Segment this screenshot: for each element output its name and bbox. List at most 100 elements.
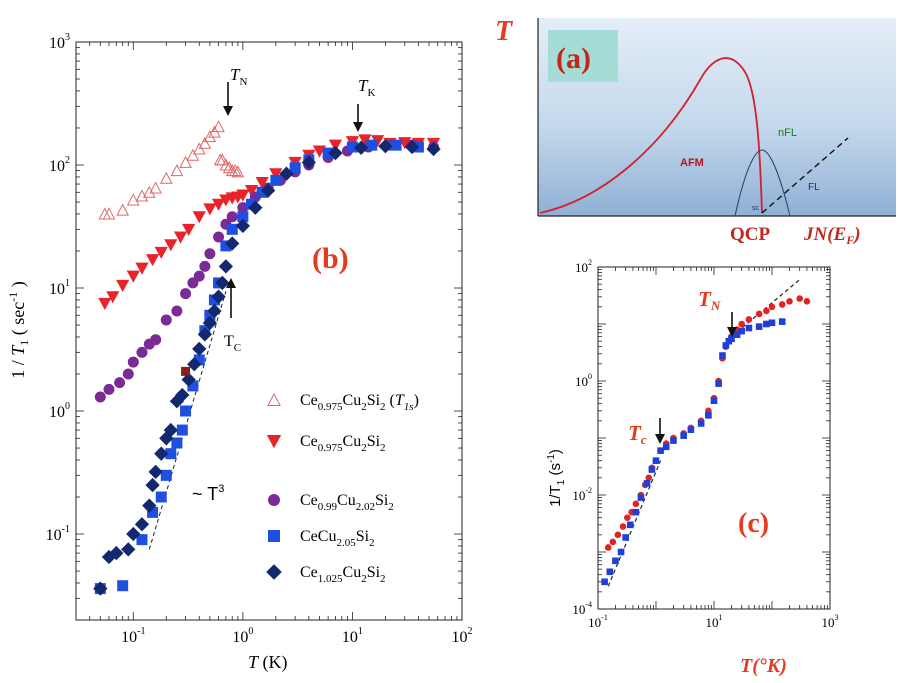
data-point xyxy=(134,517,150,532)
data-point xyxy=(279,166,294,181)
data-point xyxy=(211,198,226,211)
data-point xyxy=(687,426,695,433)
legend-marker xyxy=(268,530,280,542)
data-point xyxy=(213,231,225,243)
power-law-label: ~ T3 xyxy=(192,483,224,504)
panel-b-y-tick-labels: 10-1 100 101 102 103 xyxy=(46,32,70,544)
data-point xyxy=(204,309,216,321)
panel-c-y-tick-label: 100 xyxy=(575,372,592,389)
data-point xyxy=(626,521,634,529)
sc-dome-line xyxy=(734,149,791,217)
panel-c: 10-1 101 103 10-4 10-2 100 102 1/T1 (s-1) T(°… xyxy=(546,258,839,677)
panel-b-y-tick-label: 10-1 xyxy=(46,524,70,544)
panel-c-y-tick-label: 10-4 xyxy=(572,600,592,617)
data-point xyxy=(248,200,263,215)
data-point xyxy=(231,165,245,178)
data-point xyxy=(786,298,793,305)
data-point xyxy=(301,155,316,170)
panel-c-marks xyxy=(601,279,811,587)
data-point xyxy=(212,120,225,133)
series-c-1 xyxy=(601,318,786,586)
data-point xyxy=(236,189,250,202)
data-point xyxy=(187,357,202,372)
data-point xyxy=(160,469,172,481)
sc-region-label: sc xyxy=(752,205,760,212)
tn-annotation-c: TN xyxy=(698,287,721,313)
data-point xyxy=(155,491,167,503)
data-point xyxy=(135,262,149,275)
data-point xyxy=(796,295,803,302)
legend-label: Ce0.99Cu2.02Si2 xyxy=(300,492,394,513)
data-point xyxy=(154,446,169,461)
panel-c-x-tick-label: 10-1 xyxy=(588,613,608,630)
data-point xyxy=(738,320,745,328)
data-point xyxy=(426,141,441,157)
data-point xyxy=(179,155,192,168)
panel-c-y-label: 1/T1 (s-1) xyxy=(546,449,567,507)
data-point xyxy=(637,494,645,501)
data-point xyxy=(733,331,741,338)
data-point xyxy=(643,480,651,487)
data-point xyxy=(609,538,617,546)
panel-b-x-label: T (K) xyxy=(248,652,288,673)
panel-b-x-tick-labels: 10-1 100 101 102 xyxy=(121,626,472,646)
data-point xyxy=(199,260,211,272)
data-point xyxy=(222,161,236,174)
data-point xyxy=(246,198,258,210)
data-point xyxy=(244,185,259,198)
data-point xyxy=(147,506,159,518)
data-point xyxy=(237,211,249,223)
data-point xyxy=(803,298,811,305)
data-point xyxy=(623,514,631,521)
data-point xyxy=(122,368,134,380)
legend-marker xyxy=(268,494,280,506)
data-point xyxy=(211,289,226,304)
data-point xyxy=(145,477,160,493)
legend-marker xyxy=(266,564,282,580)
data-point xyxy=(705,412,712,419)
data-point xyxy=(697,420,705,427)
qcp-label: QCP xyxy=(730,224,771,245)
panel-b-y-tick-label: 100 xyxy=(49,401,70,421)
series-0 xyxy=(98,120,245,220)
data-point xyxy=(371,135,385,148)
power-law-line xyxy=(148,291,227,550)
data-point xyxy=(150,334,162,346)
data-point xyxy=(127,356,139,368)
data-point xyxy=(136,534,148,546)
data-point xyxy=(94,391,106,403)
data-point xyxy=(102,207,116,220)
data-point xyxy=(116,203,129,216)
data-point xyxy=(645,474,653,482)
tc-arrowhead-b xyxy=(226,278,236,288)
data-point xyxy=(171,437,183,449)
panel-b-legend: Ce0.975Cu2Si2 (T1s) Ce0.975Cu2Si2 Ce0.99Cu… xyxy=(266,392,419,585)
data-point xyxy=(215,275,230,291)
tk-annotation: TK xyxy=(358,76,375,99)
data-point xyxy=(612,557,619,565)
panel-c-y-tick-labels: 10-4 10-2 100 102 xyxy=(572,258,592,617)
data-point xyxy=(614,531,622,539)
data-point xyxy=(617,548,625,556)
data-point xyxy=(366,139,378,151)
panel-c-x-label: T(°K) xyxy=(740,655,787,677)
data-point xyxy=(680,432,687,439)
panel-c-ticks xyxy=(597,266,831,610)
data-point xyxy=(755,323,763,330)
panel-b-y-tick-label: 101 xyxy=(49,278,70,298)
data-point xyxy=(652,457,660,464)
data-point xyxy=(126,526,141,542)
data-point xyxy=(117,580,129,592)
tc-annotation-c: Tc xyxy=(628,421,647,447)
data-point xyxy=(193,354,205,366)
panel-c-x-tick-label: 101 xyxy=(706,613,723,630)
legend-label: Ce0.975Cu2Si2 xyxy=(300,433,386,454)
data-point xyxy=(235,218,251,234)
data-point xyxy=(648,466,656,473)
data-point xyxy=(204,248,216,260)
panel-a-label: (a) xyxy=(556,42,591,75)
tn-arrowhead-b xyxy=(223,106,233,116)
data-point xyxy=(353,140,369,155)
data-point xyxy=(745,324,753,332)
